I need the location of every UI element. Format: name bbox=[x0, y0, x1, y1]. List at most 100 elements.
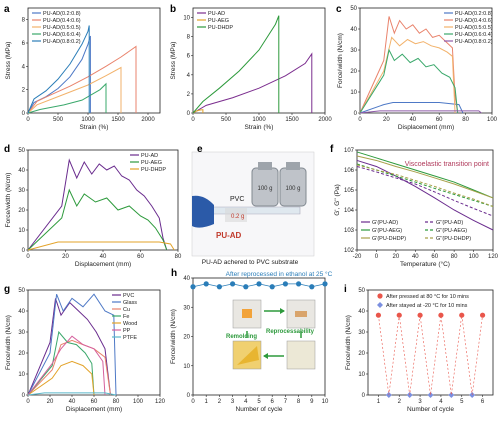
y-axis-label-c: Force/width (N/cm) bbox=[337, 33, 344, 88]
x-axis-label-i: Number of cycle bbox=[407, 406, 454, 413]
legend-label-a: PU-AD(0.5:0.5) bbox=[43, 25, 81, 31]
x-tick-label-c: 40 bbox=[409, 117, 416, 123]
legend-label-d: PU-DHDP bbox=[141, 167, 166, 173]
x-tick-label-g: 80 bbox=[113, 399, 120, 405]
legend-label-c: PU-AD(0.2:0.8) bbox=[455, 11, 493, 17]
legend-label-g: Wood bbox=[123, 321, 137, 327]
x-tick-label-h: 10 bbox=[322, 399, 329, 405]
panel-letters: a b c d e f g h i bbox=[4, 4, 347, 295]
x-tick-label-c: 80 bbox=[462, 117, 469, 123]
x-tick-label-h: 8 bbox=[297, 399, 301, 405]
x-tick-label-h: 4 bbox=[244, 399, 248, 405]
y-axis-label-f: G', G'' (Pa) bbox=[334, 184, 341, 216]
y-tick-label-i: 40 bbox=[358, 309, 365, 315]
panel-label-g: g bbox=[4, 284, 10, 295]
y-tick-label-g: 50 bbox=[18, 288, 25, 294]
y-tick-label-a: 0 bbox=[22, 111, 26, 117]
x-tick-label-b: 500 bbox=[221, 117, 232, 123]
x-tick-label-g: 120 bbox=[155, 399, 166, 405]
zigzag-line-i bbox=[378, 315, 483, 396]
x-tick-label-i: 5 bbox=[460, 399, 464, 405]
series-line-c-4 bbox=[359, 110, 482, 114]
y-tick-label-c: 40 bbox=[350, 27, 357, 33]
y-tick-label-c: 30 bbox=[350, 48, 357, 54]
x-tick-label-g: 100 bbox=[133, 399, 144, 405]
pvc-label: PVC bbox=[230, 196, 244, 203]
y-tick-label-f: 107 bbox=[344, 148, 355, 154]
x-tick-label-h: 7 bbox=[284, 399, 288, 405]
x-tick-label-i: 6 bbox=[481, 399, 485, 405]
y-tick-label-b: 10 bbox=[183, 16, 190, 22]
legend-marker-i bbox=[377, 293, 383, 299]
x-tick-label-i: 4 bbox=[439, 399, 443, 405]
panel-label-b: b bbox=[170, 4, 176, 15]
photo-sample-4 bbox=[286, 340, 316, 370]
series-line-b-2 bbox=[192, 15, 280, 114]
y-tick-label-i: 0 bbox=[362, 393, 366, 399]
legend-label-i: After pressed at 80 °C for 10 mins bbox=[386, 294, 469, 300]
x-axis-label-c: Displacement (mm) bbox=[398, 124, 454, 131]
annotation-f: Viscoelastic transition point bbox=[405, 161, 489, 168]
x-tick-label-h: 9 bbox=[310, 399, 314, 405]
panel-label-i: i bbox=[344, 284, 347, 295]
x-tick-label-a: 1000 bbox=[81, 117, 95, 123]
sample-2-piece bbox=[295, 311, 307, 317]
reprocessability-label: Reprocessability bbox=[266, 329, 315, 335]
x-tick-label-b: 1500 bbox=[285, 117, 299, 123]
series-line-a-4 bbox=[27, 25, 90, 114]
weight-2-knob bbox=[286, 162, 300, 170]
x-tick-label-f: 40 bbox=[412, 254, 419, 260]
legend-label-f: G'(PU-AEG) bbox=[372, 228, 402, 234]
y-axis-label-d: Force/width (N/cm) bbox=[5, 173, 12, 228]
series-line-c-1 bbox=[359, 16, 459, 114]
legend-marker-i bbox=[377, 302, 383, 308]
x-axis-label-b: Strain (%) bbox=[245, 124, 274, 131]
y-tick-label-h: 40 bbox=[183, 276, 190, 282]
series-line-b-0 bbox=[192, 52, 313, 114]
x-tick-label-a: 500 bbox=[53, 117, 64, 123]
legend-label-i: After stayed at -20 °C for 10 mins bbox=[386, 303, 468, 309]
x-axis-label-a: Strain (%) bbox=[80, 124, 109, 131]
series-line-g-5 bbox=[27, 335, 106, 396]
panel-h-photos: After reprocessed in ethanol at 25 °C Re… bbox=[226, 270, 333, 370]
y-tick-label-d: 30 bbox=[18, 188, 25, 194]
x-tick-label-h: 3 bbox=[231, 399, 235, 405]
legend-label-c: PU-AD(0.5:0.5) bbox=[455, 25, 493, 31]
legend-label-g: PP bbox=[123, 328, 131, 334]
x-tick-label-a: 1500 bbox=[111, 117, 125, 123]
x-tick-label-c: 20 bbox=[383, 117, 390, 123]
x-tick-label-f: 20 bbox=[393, 254, 400, 260]
x-tick-label-d: 0 bbox=[26, 254, 30, 260]
y-tick-label-b: 2 bbox=[187, 92, 191, 98]
y-tick-label-c: 10 bbox=[350, 90, 357, 96]
legend-label-c: PU-AD(0.8:0.2) bbox=[455, 39, 493, 45]
x-tick-label-h: 0 bbox=[191, 399, 195, 405]
x-tick-label-i: 1 bbox=[377, 399, 381, 405]
series-line-g-6 bbox=[27, 392, 117, 396]
y-axis-label-a: Stress (MPa) bbox=[5, 42, 12, 80]
x-tick-label-g: 40 bbox=[69, 399, 76, 405]
legend-label-a: PU-AD(0.4:0.6) bbox=[43, 18, 81, 24]
x-tick-label-f: 120 bbox=[488, 254, 499, 260]
legend-label-a: PU-AD(0.2:0.8) bbox=[43, 11, 81, 17]
y-tick-label-b: 0 bbox=[187, 111, 191, 117]
y-tick-label-h: 30 bbox=[183, 305, 190, 311]
pvc-strip bbox=[204, 206, 301, 215]
legend-label-c: PU-AD(0.6:0.4) bbox=[455, 32, 493, 38]
y-axis-label-g: Force/width (N/cm) bbox=[5, 315, 12, 370]
x-tick-label-b: 1000 bbox=[252, 117, 266, 123]
series-line-a-1 bbox=[27, 45, 137, 114]
y-tick-label-b: 4 bbox=[187, 73, 191, 79]
series-line-g-0 bbox=[27, 298, 111, 396]
y-tick-label-i: 20 bbox=[358, 351, 365, 357]
glove-hand bbox=[192, 195, 214, 228]
x-tick-label-d: 20 bbox=[62, 254, 69, 260]
x-tick-label-a: 2000 bbox=[141, 117, 155, 123]
legend-label-a: PU-AD(0.6:0.4) bbox=[43, 32, 81, 38]
plot-frame-c bbox=[359, 7, 493, 114]
y-tick-label-h: 0 bbox=[187, 393, 191, 399]
x-tick-label-f: 0 bbox=[375, 254, 379, 260]
y-tick-label-a: 4 bbox=[22, 64, 26, 70]
y-tick-label-g: 0 bbox=[22, 393, 26, 399]
x-axis-label-h: Number of cycle bbox=[236, 406, 283, 413]
